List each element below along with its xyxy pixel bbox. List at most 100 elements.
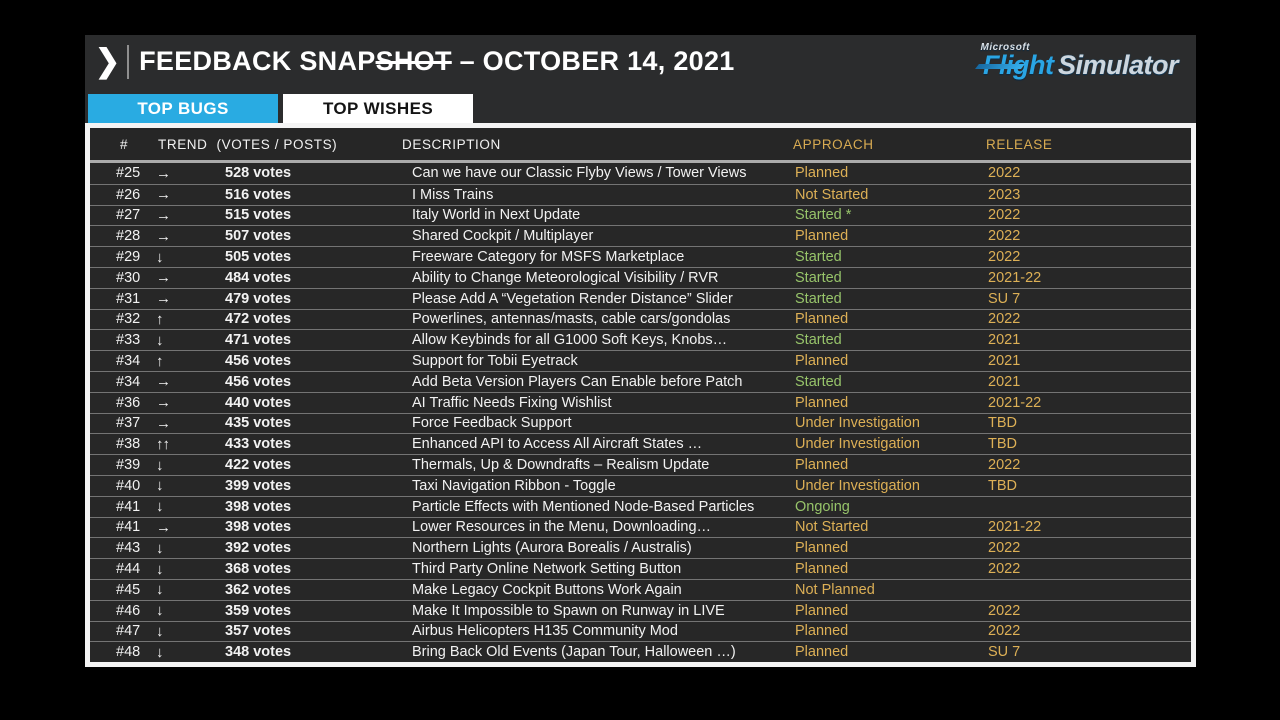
row-release: 2022 <box>988 602 1021 619</box>
row-votes: 392 votes <box>225 540 292 557</box>
trend-arrow-icon: → <box>156 227 171 245</box>
row-release: 2021-22 <box>988 519 1042 536</box>
row-rank: #45 <box>116 581 141 598</box>
trend-arrow-icon: ↓ <box>156 539 164 557</box>
page-title-strike: SHOT <box>375 46 452 76</box>
row-release: 2021-22 <box>988 269 1042 286</box>
row-approach: Ongoing <box>795 498 850 515</box>
trend-arrow-icon: ↓ <box>156 331 164 349</box>
row-approach: Planned <box>795 457 849 474</box>
row-release: 2022 <box>988 311 1021 328</box>
row-approach: Planned <box>795 540 849 557</box>
trend-arrow-icon: ↑ <box>156 352 164 370</box>
row-votes: 348 votes <box>225 644 292 661</box>
page-title-post: – OCTOBER 14, 2021 <box>451 46 735 76</box>
row-votes: 368 votes <box>225 561 292 578</box>
row-description: Airbus Helicopters H135 Community Mod <box>412 623 678 640</box>
tab-top-wishes[interactable]: TOP WISHES <box>283 94 473 123</box>
row-rank: #25 <box>116 165 141 182</box>
row-votes: 515 votes <box>225 207 292 224</box>
tab-top-bugs[interactable]: TOP BUGS <box>88 94 278 123</box>
row-approach: Not Started <box>795 186 869 203</box>
trend-arrow-icon: → <box>156 269 171 287</box>
trend-arrow-icon: → <box>156 164 171 182</box>
row-votes: 456 votes <box>225 353 292 370</box>
row-rank: #44 <box>116 561 141 578</box>
row-approach: Planned <box>795 644 849 661</box>
row-rank: #29 <box>116 249 141 266</box>
table-row: #41 → 398 votes Lower Resources in the M… <box>90 516 1191 538</box>
row-release: TBD <box>988 436 1017 453</box>
row-votes: 528 votes <box>225 165 292 182</box>
row-votes: 359 votes <box>225 602 292 619</box>
microsoft-wordmark: Microsoft <box>980 42 1030 53</box>
row-approach: Under Investigation <box>795 477 920 494</box>
row-votes: 398 votes <box>225 519 292 536</box>
row-approach: Planned <box>795 394 849 411</box>
row-description: Shared Cockpit / Multiplayer <box>412 228 594 245</box>
table-row: #30 → 484 votes Ability to Change Meteor… <box>90 266 1191 288</box>
trend-arrow-icon: ↓ <box>156 581 164 599</box>
wishes-table: # TREND (VOTES / POSTS) DESCRIPTION APPR… <box>85 123 1196 668</box>
table-row: #37 → 435 votes Force Feedback Support U… <box>90 412 1191 434</box>
row-release: 2021 <box>988 332 1021 349</box>
row-rank: #43 <box>116 540 141 557</box>
row-rank: #47 <box>116 623 141 640</box>
trend-arrow-icon: ↓ <box>156 622 164 640</box>
row-description: Force Feedback Support <box>412 415 572 432</box>
row-approach: Not Started <box>795 519 869 536</box>
row-description: Enhanced API to Access All Aircraft Stat… <box>412 436 703 453</box>
row-approach: Under Investigation <box>795 436 920 453</box>
trend-arrow-icon: ↓ <box>156 602 164 620</box>
row-rank: #34 <box>116 353 141 370</box>
row-votes: 399 votes <box>225 477 292 494</box>
row-rank: #28 <box>116 228 141 245</box>
tab-strip: TOP BUGS TOP WISHES <box>85 94 1196 123</box>
feedback-snapshot-card: ❯ FEEDBACK SNAPSHOT – OCTOBER 14, 2021 M… <box>85 35 1196 668</box>
table-row: #27 → 515 votes Italy World in Next Upda… <box>90 204 1191 226</box>
row-approach: Planned <box>795 623 849 640</box>
row-approach: Started <box>795 249 842 266</box>
row-release: 2022 <box>988 623 1021 640</box>
logo-swoosh-icon <box>974 64 1025 69</box>
row-votes: 398 votes <box>225 498 292 515</box>
row-votes: 433 votes <box>225 436 292 453</box>
row-approach: Started <box>795 373 842 390</box>
col-header-votes: (VOTES / POSTS) <box>216 136 338 152</box>
trend-arrow-icon: → <box>156 394 171 412</box>
row-rank: #40 <box>116 477 141 494</box>
row-description: Powerlines, antennas/masts, cable cars/g… <box>412 311 731 328</box>
row-release: 2021 <box>988 353 1021 370</box>
row-approach: Started <box>795 332 842 349</box>
row-votes: 479 votes <box>225 290 292 307</box>
row-description: Bring Back Old Events (Japan Tour, Hallo… <box>412 644 736 661</box>
msfs-logo: Microsoft Flight Simulator <box>974 42 1185 81</box>
row-release: TBD <box>988 415 1017 432</box>
row-description: Third Party Online Network Setting Butto… <box>412 561 682 578</box>
row-approach: Started <box>795 290 842 307</box>
row-rank: #48 <box>116 644 141 661</box>
row-votes: 362 votes <box>225 581 292 598</box>
row-description: Particle Effects with Mentioned Node-Bas… <box>412 498 755 515</box>
table-row: #47 ↓ 357 votes Airbus Helicopters H135 … <box>90 620 1191 642</box>
row-description: Ability to Change Meteorological Visibil… <box>412 269 719 286</box>
row-votes: 507 votes <box>225 228 292 245</box>
row-description: Freeware Category for MSFS Marketplace <box>412 249 685 266</box>
row-release: 2022 <box>988 207 1021 224</box>
table-row: #43 ↓ 392 votes Northern Lights (Aurora … <box>90 537 1191 558</box>
row-rank: #41 <box>116 498 141 515</box>
row-release: 2022 <box>988 561 1021 578</box>
row-description: Thermals, Up & Downdrafts – Realism Upda… <box>412 457 710 474</box>
table-row: #40 ↓ 399 votes Taxi Navigation Ribbon -… <box>90 474 1191 496</box>
row-approach: Under Investigation <box>795 415 920 432</box>
table-row: #32 ↑ 472 votes Powerlines, antennas/mas… <box>90 308 1191 330</box>
page-title-pre: FEEDBACK SNAP <box>139 46 376 76</box>
row-approach: Planned <box>795 353 849 370</box>
row-votes: 484 votes <box>225 269 292 286</box>
row-description: Lower Resources in the Menu, Downloading… <box>412 519 712 536</box>
col-header-description: DESCRIPTION <box>402 136 501 152</box>
row-description: Add Beta Version Players Can Enable befo… <box>412 373 743 390</box>
trend-arrow-icon: → <box>156 206 171 224</box>
table-row: #34 → 456 votes Add Beta Version Players… <box>90 370 1191 392</box>
row-votes: 357 votes <box>225 623 292 640</box>
